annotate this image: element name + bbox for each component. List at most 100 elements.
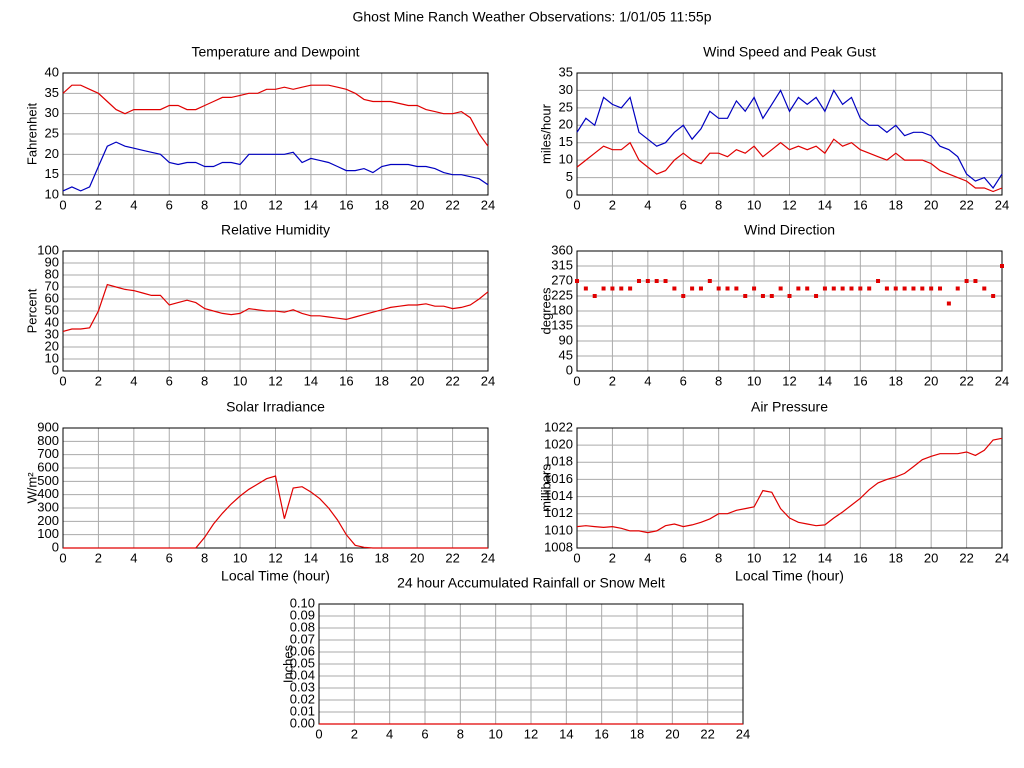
y-tick-label: 600	[37, 459, 59, 474]
data-point	[628, 286, 633, 291]
data-point	[867, 286, 872, 291]
y-tick-label: 800	[37, 433, 59, 448]
x-tick-label: 12	[782, 197, 796, 212]
x-tick-label: 6	[421, 726, 428, 741]
x-tick-label: 16	[853, 550, 867, 565]
data-point	[698, 286, 703, 291]
x-tick-label: 4	[386, 726, 393, 741]
x-axis-label: Local Time (hour)	[735, 568, 844, 584]
page-title: Ghost Mine Ranch Weather Observations: 1…	[352, 9, 711, 25]
y-tick-label: 360	[551, 242, 573, 257]
y-tick-label: 10	[559, 152, 573, 167]
y-tick-label: 0	[566, 362, 573, 377]
y-tick-label: 40	[45, 314, 59, 329]
y-tick-label: 0.08	[290, 619, 315, 634]
y-axis-label: Inches	[280, 644, 295, 683]
y-axis-label: Fahrenheit	[24, 103, 39, 166]
y-tick-label: 270	[551, 272, 573, 287]
x-tick-label: 12	[782, 550, 796, 565]
y-tick-label: 1022	[544, 419, 573, 434]
x-tick-label: 8	[201, 550, 208, 565]
data-point	[752, 286, 757, 291]
y-tick-label: 1020	[544, 437, 573, 452]
data-point	[716, 286, 721, 291]
data-point	[929, 286, 934, 291]
data-point	[840, 286, 845, 291]
x-tick-label: 2	[95, 373, 102, 388]
x-tick-label: 10	[233, 197, 247, 212]
y-tick-label: 0.02	[290, 691, 315, 706]
plot-frame	[576, 250, 1003, 372]
y-tick-label: 30	[559, 82, 573, 97]
x-tick-label: 4	[130, 550, 137, 565]
y-tick-label: 1012	[544, 505, 573, 520]
x-tick-label: 10	[488, 726, 502, 741]
y-tick-label: 300	[37, 499, 59, 514]
y-axis-label: miles/hour	[538, 103, 553, 164]
y-tick-label: 0.07	[290, 631, 315, 646]
y-tick-label: 10	[45, 186, 59, 201]
data-point	[601, 286, 606, 291]
x-tick-label: 20	[410, 197, 424, 212]
y-tick-label: 0	[52, 539, 59, 554]
data-point	[822, 286, 827, 291]
x-tick-label: 6	[680, 197, 687, 212]
y-tick-label: 400	[37, 486, 59, 501]
chart-title: Wind Direction	[744, 222, 835, 238]
plot-frame	[576, 72, 1003, 196]
x-tick-label: 8	[457, 726, 464, 741]
x-tick-label: 10	[747, 197, 761, 212]
x-tick-label: 6	[680, 373, 687, 388]
data-point	[610, 286, 615, 291]
x-tick-label: 22	[445, 550, 459, 565]
data-point	[743, 294, 748, 298]
y-tick-label: 1016	[544, 471, 573, 486]
x-tick-label: 0	[59, 197, 66, 212]
y-tick-label: 200	[37, 513, 59, 528]
x-tick-label: 24	[481, 550, 495, 565]
data-point	[982, 286, 987, 291]
x-tick-label: 0	[573, 373, 580, 388]
y-tick-label: 5	[566, 169, 573, 184]
x-tick-label: 0	[59, 373, 66, 388]
x-tick-label: 24	[736, 726, 750, 741]
x-tick-label: 12	[268, 197, 282, 212]
x-tick-label: 16	[339, 373, 353, 388]
y-tick-label: 1010	[544, 522, 573, 537]
data-point	[787, 294, 792, 298]
data-point	[725, 286, 730, 291]
x-tick-label: 22	[445, 373, 459, 388]
x-tick-label: 22	[959, 197, 973, 212]
x-tick-label: 4	[644, 550, 651, 565]
y-tick-label: 180	[551, 302, 573, 317]
x-tick-label: 0	[315, 726, 322, 741]
data-point	[849, 286, 854, 291]
x-tick-label: 2	[609, 550, 616, 565]
x-tick-label: 24	[995, 550, 1009, 565]
data-point	[636, 279, 641, 283]
data-line	[62, 141, 489, 192]
x-tick-label: 8	[201, 373, 208, 388]
x-tick-label: 20	[665, 726, 679, 741]
data-point	[831, 286, 836, 291]
x-tick-label: 14	[818, 197, 832, 212]
x-tick-label: 6	[166, 373, 173, 388]
x-tick-label: 0	[573, 550, 580, 565]
x-tick-label: 10	[747, 373, 761, 388]
y-tick-label: 1018	[544, 454, 573, 469]
data-point	[681, 294, 686, 298]
data-line	[576, 437, 1003, 534]
x-tick-label: 20	[924, 373, 938, 388]
y-tick-label: 500	[37, 473, 59, 488]
data-point	[592, 294, 597, 298]
y-tick-label: 80	[45, 266, 59, 281]
chart: 24 hour Accumulated Rainfall or Snow Mel…	[280, 575, 750, 742]
data-point	[991, 294, 996, 298]
y-tick-label: 1014	[544, 488, 573, 503]
y-tick-label: 70	[45, 278, 59, 293]
y-tick-label: 225	[551, 287, 573, 302]
